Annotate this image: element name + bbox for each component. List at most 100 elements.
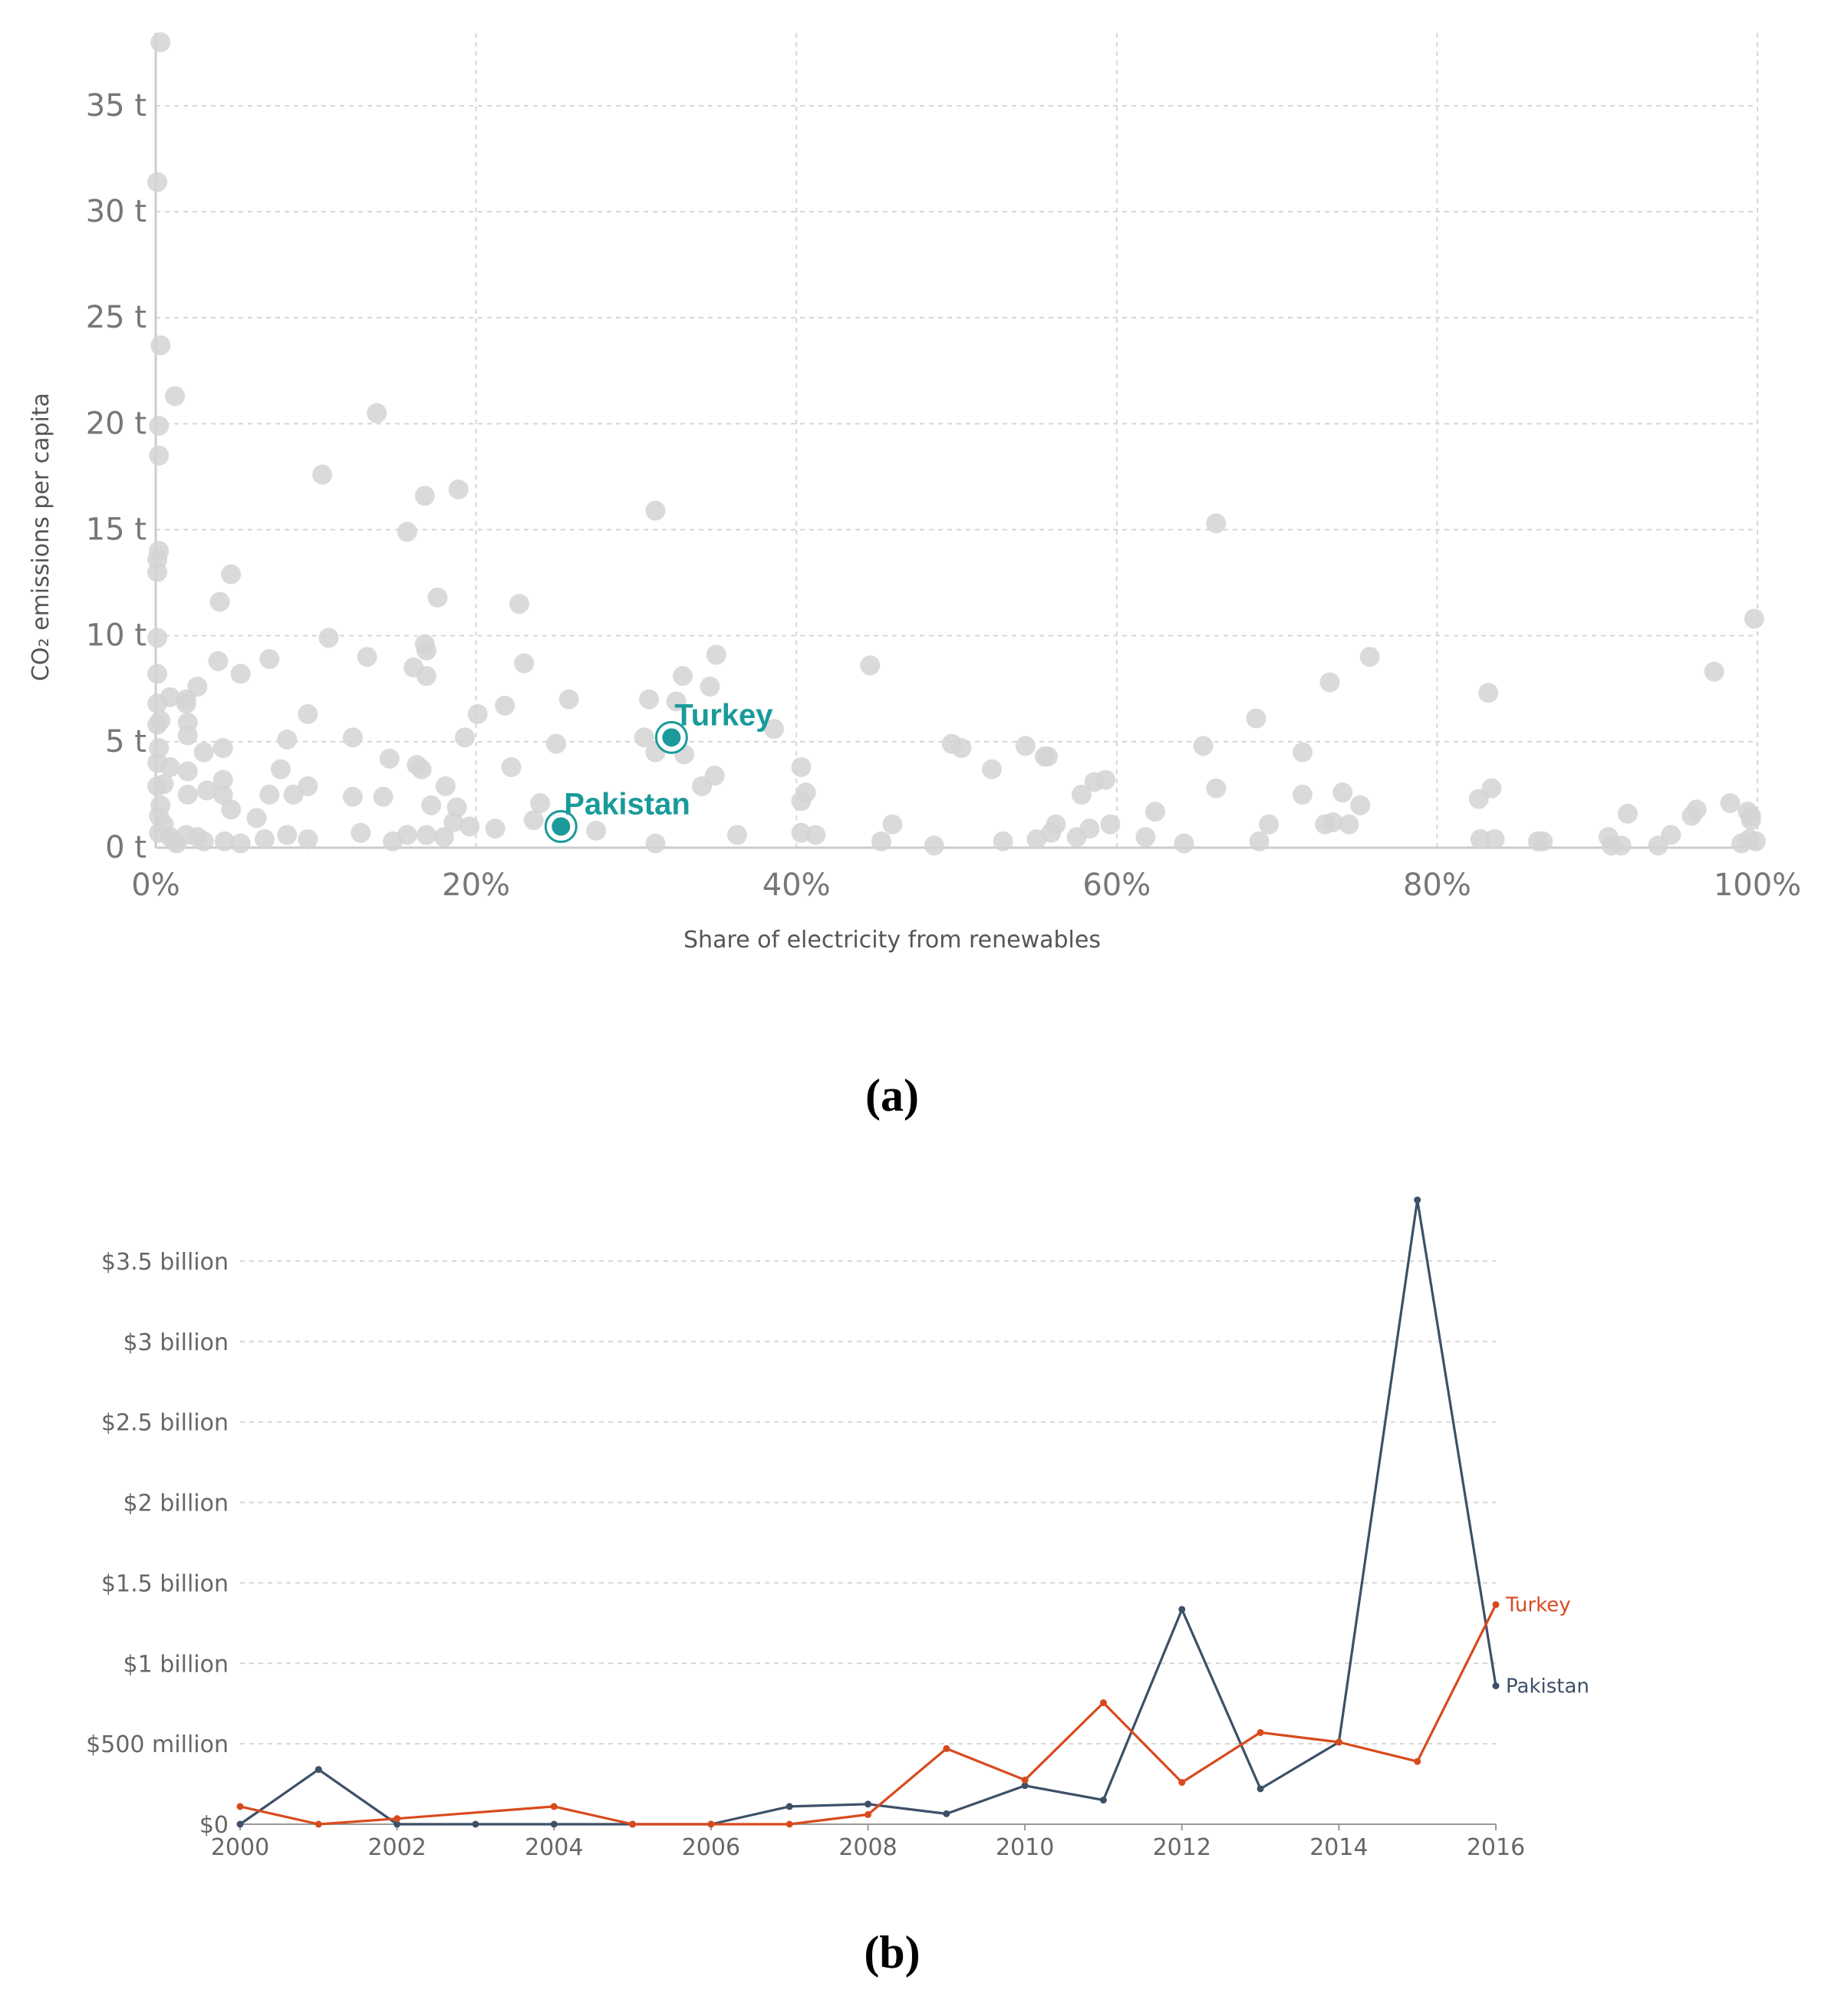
line-x-tick-label: 2006: [682, 1834, 740, 1861]
scatter-point: [1015, 736, 1036, 756]
scatter-point: [951, 738, 972, 759]
line-point-turkey: [1257, 1728, 1264, 1736]
scatter-point: [1319, 672, 1340, 693]
scatter-point: [416, 666, 436, 687]
line-y-tick-label: $2.5 billion: [101, 1410, 229, 1437]
scatter-axes: [154, 33, 1760, 849]
scatter-point: [416, 825, 436, 845]
line-x-tick-label: 2004: [525, 1834, 583, 1861]
scatter-point: [277, 730, 298, 750]
line-gridlines: [240, 1260, 1496, 1745]
scatter-point: [283, 784, 304, 805]
scatter-gridlines: [156, 33, 1758, 848]
scatter-point: [176, 693, 196, 714]
line-x-tick-label: 2000: [211, 1834, 269, 1861]
scatter-point: [397, 825, 417, 845]
scatter-point: [342, 786, 363, 807]
scatter-point: [805, 825, 826, 845]
scatter-point: [416, 641, 436, 661]
scatter-point: [645, 833, 666, 854]
scatter-x-axis-title: Share of electricity from renewables: [683, 927, 1101, 954]
scatter-highlight-point: [662, 728, 681, 747]
scatter-point: [1100, 814, 1121, 835]
line-series-label-pakistan: Pakistan: [1506, 1675, 1589, 1698]
scatter-point: [448, 479, 469, 500]
scatter-point: [147, 628, 168, 648]
line-point-pakistan: [236, 1820, 244, 1828]
scatter-point: [993, 831, 1013, 852]
line-point-pakistan: [1021, 1782, 1029, 1790]
line-x-tick-label: 2012: [1153, 1834, 1211, 1861]
line-point-turkey: [236, 1803, 244, 1810]
line-point-turkey: [1178, 1778, 1186, 1786]
scatter-point: [485, 819, 506, 839]
scatter-point: [187, 677, 208, 697]
line-point-pakistan: [394, 1820, 401, 1828]
scatter-points: [147, 32, 1766, 856]
scatter-point: [212, 769, 233, 790]
line-point-turkey: [629, 1820, 637, 1828]
scatter-point: [645, 500, 666, 521]
scatter-point: [421, 795, 442, 815]
line-point-turkey: [943, 1744, 950, 1752]
line-x-tick-label: 2014: [1309, 1834, 1368, 1861]
scatter-point: [433, 827, 454, 848]
line-point-turkey: [1414, 1757, 1421, 1765]
scatter-y-axis-title: CO₂ emissions per capita: [28, 393, 54, 681]
scatter-point: [1079, 819, 1100, 839]
line-point-turkey: [1335, 1738, 1342, 1746]
scatter-point: [342, 727, 363, 748]
scatter-point: [1249, 831, 1270, 852]
scatter-point: [791, 757, 812, 777]
scatter-point: [147, 172, 168, 193]
scatter-chart-panel-a: 0 t 5 t 10 t 15 t 20 t 25 t 30 t 35 t 0% 20% 40% 60…: [28, 32, 1801, 954]
scatter-point: [795, 782, 816, 803]
line-x-tick-label: 2002: [367, 1834, 426, 1861]
scatter-point: [871, 831, 891, 852]
scatter-highlight-point: [552, 817, 571, 836]
scatter-point: [147, 562, 168, 582]
scatter-y-tick-label: 10 t: [86, 618, 147, 654]
scatter-point: [1095, 769, 1116, 790]
scatter-point: [1071, 784, 1092, 805]
scatter-point: [1038, 746, 1059, 767]
scatter-point: [1259, 814, 1280, 835]
scatter-point: [367, 403, 387, 423]
line-y-tick-label: $0: [199, 1812, 229, 1839]
line-x-tick-label: 2016: [1467, 1834, 1525, 1861]
scatter-point: [1359, 647, 1380, 667]
scatter-point: [312, 464, 333, 485]
scatter-point: [1533, 831, 1553, 852]
scatter-point: [150, 335, 171, 356]
scatter-point: [160, 687, 180, 707]
line-point-turkey: [315, 1820, 322, 1828]
scatter-y-tick-label: 20 t: [86, 406, 147, 441]
scatter-y-tick-label: 15 t: [86, 512, 147, 548]
scatter-point: [443, 812, 464, 832]
scatter-point: [1206, 513, 1227, 534]
scatter-point: [147, 664, 168, 684]
scatter-point: [1046, 814, 1066, 835]
scatter-point: [230, 664, 251, 684]
scatter-point: [467, 703, 488, 724]
scatter-point: [1246, 708, 1266, 729]
scatter-point: [177, 725, 198, 746]
scatter-point: [700, 677, 720, 697]
line-point-pakistan: [1492, 1682, 1500, 1690]
scatter-point: [147, 714, 168, 735]
scatter-point: [1617, 803, 1638, 824]
scatter-point: [427, 587, 448, 608]
scatter-y-tick-label: 5 t: [105, 724, 147, 759]
scatter-point: [1322, 812, 1343, 832]
line-point-pakistan: [472, 1820, 479, 1828]
scatter-point: [1470, 828, 1490, 849]
line-point-turkey: [394, 1815, 401, 1823]
scatter-point: [196, 780, 217, 801]
line-point-pakistan: [865, 1800, 871, 1808]
line-y-tick-label: $1 billion: [124, 1651, 229, 1678]
scatter-point: [277, 825, 298, 845]
scatter-point: [149, 445, 170, 466]
scatter-point: [501, 757, 522, 777]
scatter-point: [514, 653, 535, 674]
